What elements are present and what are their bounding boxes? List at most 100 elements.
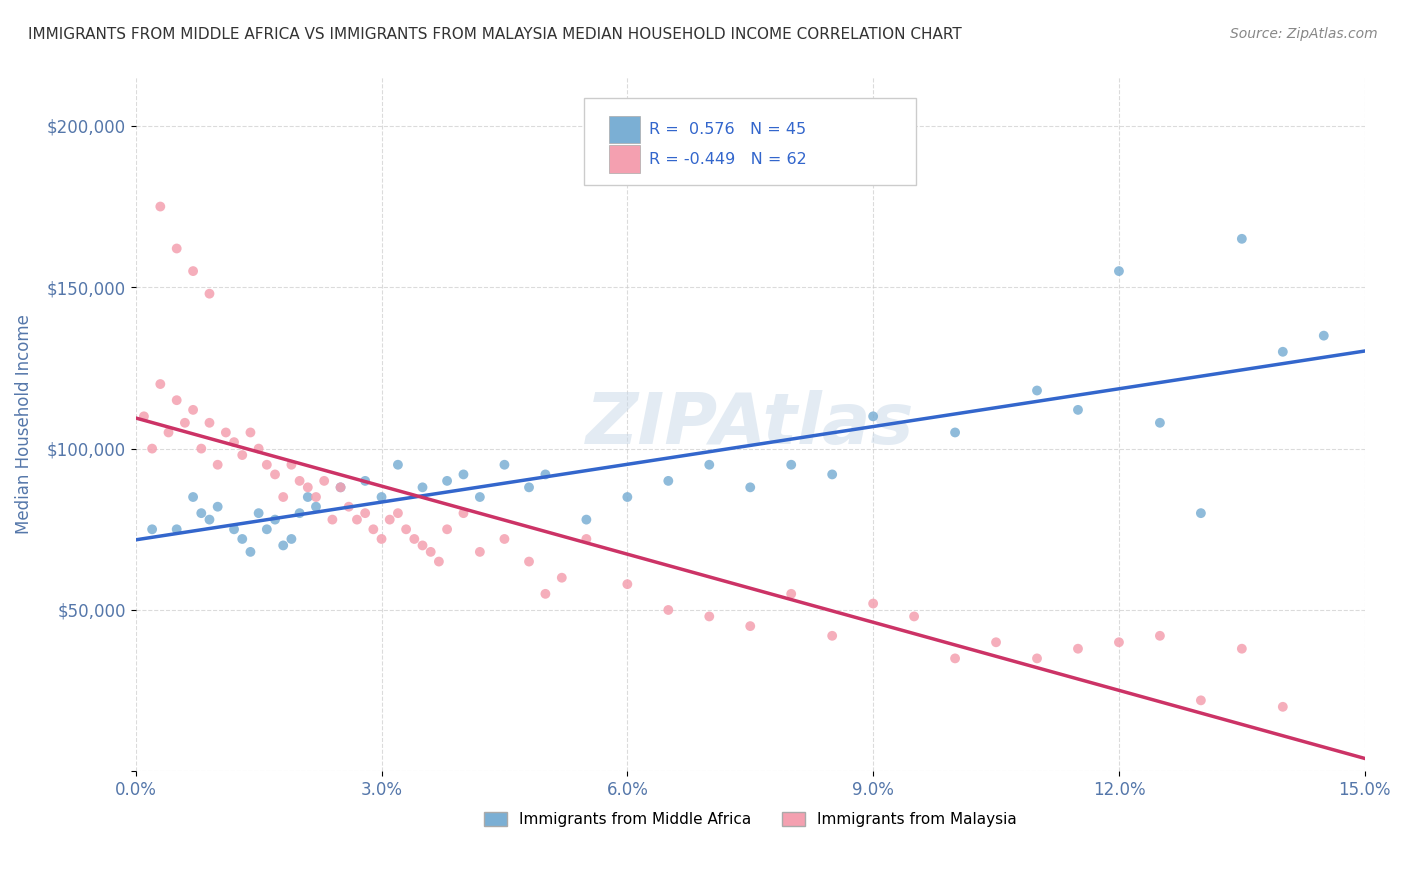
- Point: [697, 609, 720, 624]
- Point: [436, 474, 458, 488]
- Point: [166, 242, 188, 256]
- Point: [1108, 635, 1130, 649]
- Point: [256, 458, 278, 472]
- Point: [190, 442, 212, 456]
- Point: [534, 587, 557, 601]
- Point: [984, 635, 1007, 649]
- Point: [264, 467, 287, 482]
- Text: ZIPAtlas: ZIPAtlas: [586, 390, 914, 458]
- Point: [780, 458, 803, 472]
- Point: [181, 490, 204, 504]
- Point: [132, 409, 155, 424]
- Point: [141, 522, 163, 536]
- Point: [517, 555, 540, 569]
- Point: [247, 506, 270, 520]
- Point: [174, 416, 197, 430]
- Point: [862, 409, 884, 424]
- Point: [222, 522, 245, 536]
- Point: [354, 506, 377, 520]
- Point: [494, 532, 516, 546]
- Point: [329, 480, 352, 494]
- Point: [198, 513, 221, 527]
- Point: [1149, 629, 1171, 643]
- Point: [534, 467, 557, 482]
- Point: [305, 490, 328, 504]
- Point: [329, 480, 352, 494]
- FancyBboxPatch shape: [609, 116, 640, 144]
- Point: [551, 571, 574, 585]
- Point: [657, 603, 679, 617]
- Point: [239, 425, 262, 440]
- Point: [1026, 651, 1049, 665]
- Point: [1108, 264, 1130, 278]
- Point: [166, 522, 188, 536]
- Point: [288, 474, 311, 488]
- Point: [740, 619, 762, 633]
- Point: [1067, 402, 1090, 417]
- Point: [1189, 693, 1212, 707]
- Point: [780, 587, 803, 601]
- Point: [181, 402, 204, 417]
- Point: [575, 513, 598, 527]
- Point: [215, 425, 238, 440]
- Point: [190, 506, 212, 520]
- Point: [370, 490, 392, 504]
- Text: R =  0.576   N = 45: R = 0.576 N = 45: [650, 122, 807, 137]
- Point: [271, 490, 294, 504]
- Point: [222, 435, 245, 450]
- Point: [862, 597, 884, 611]
- Point: [198, 286, 221, 301]
- FancyBboxPatch shape: [585, 98, 917, 185]
- Point: [305, 500, 328, 514]
- Point: [1271, 344, 1294, 359]
- Point: [517, 480, 540, 494]
- Point: [314, 474, 336, 488]
- Point: [337, 500, 360, 514]
- Point: [697, 458, 720, 472]
- Point: [436, 522, 458, 536]
- Point: [271, 538, 294, 552]
- Point: [363, 522, 385, 536]
- Point: [404, 532, 426, 546]
- Point: [370, 532, 392, 546]
- Point: [943, 425, 966, 440]
- Point: [453, 467, 475, 482]
- Point: [468, 545, 491, 559]
- Point: [247, 442, 270, 456]
- Point: [412, 538, 434, 552]
- Point: [321, 513, 343, 527]
- Point: [297, 480, 319, 494]
- Point: [1026, 384, 1049, 398]
- Point: [280, 532, 302, 546]
- Point: [198, 416, 221, 430]
- Point: [387, 458, 409, 472]
- Point: [821, 629, 844, 643]
- Point: [346, 513, 368, 527]
- Point: [1067, 641, 1090, 656]
- Point: [494, 458, 516, 472]
- Point: [181, 264, 204, 278]
- Point: [256, 522, 278, 536]
- Point: [354, 474, 377, 488]
- Point: [166, 393, 188, 408]
- Text: Source: ZipAtlas.com: Source: ZipAtlas.com: [1230, 27, 1378, 41]
- Point: [297, 490, 319, 504]
- Point: [427, 555, 450, 569]
- Point: [207, 458, 229, 472]
- Point: [157, 425, 180, 440]
- Point: [1149, 416, 1171, 430]
- Point: [231, 448, 253, 462]
- Point: [1230, 641, 1253, 656]
- Point: [453, 506, 475, 520]
- Point: [821, 467, 844, 482]
- Text: IMMIGRANTS FROM MIDDLE AFRICA VS IMMIGRANTS FROM MALAYSIA MEDIAN HOUSEHOLD INCOM: IMMIGRANTS FROM MIDDLE AFRICA VS IMMIGRA…: [28, 27, 962, 42]
- Point: [149, 200, 172, 214]
- Point: [943, 651, 966, 665]
- Point: [1313, 328, 1336, 343]
- Point: [1230, 232, 1253, 246]
- Point: [412, 480, 434, 494]
- Point: [207, 500, 229, 514]
- Point: [395, 522, 418, 536]
- Point: [1271, 699, 1294, 714]
- Text: R = -0.449   N = 62: R = -0.449 N = 62: [650, 152, 807, 167]
